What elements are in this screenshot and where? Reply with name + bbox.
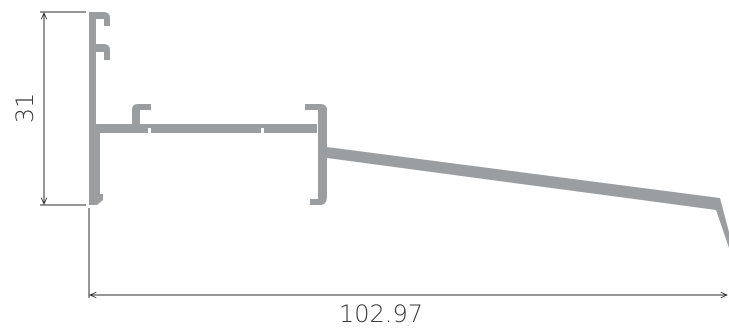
width-dimension xyxy=(88,208,727,298)
profile-sloping-flange xyxy=(327,147,729,248)
profile-groove-left xyxy=(148,128,151,133)
height-dimension-label: 31 xyxy=(11,93,39,124)
width-dimension-label: 102.97 xyxy=(339,300,423,328)
profile-cross-beam xyxy=(100,124,317,133)
profile-vertical-wall xyxy=(89,12,110,205)
aluminium-profile-section xyxy=(89,12,729,248)
profile-small-lip xyxy=(132,104,151,124)
profile-right-channel xyxy=(305,104,327,205)
profile-groove-right xyxy=(261,128,264,133)
height-dimension xyxy=(40,11,86,206)
